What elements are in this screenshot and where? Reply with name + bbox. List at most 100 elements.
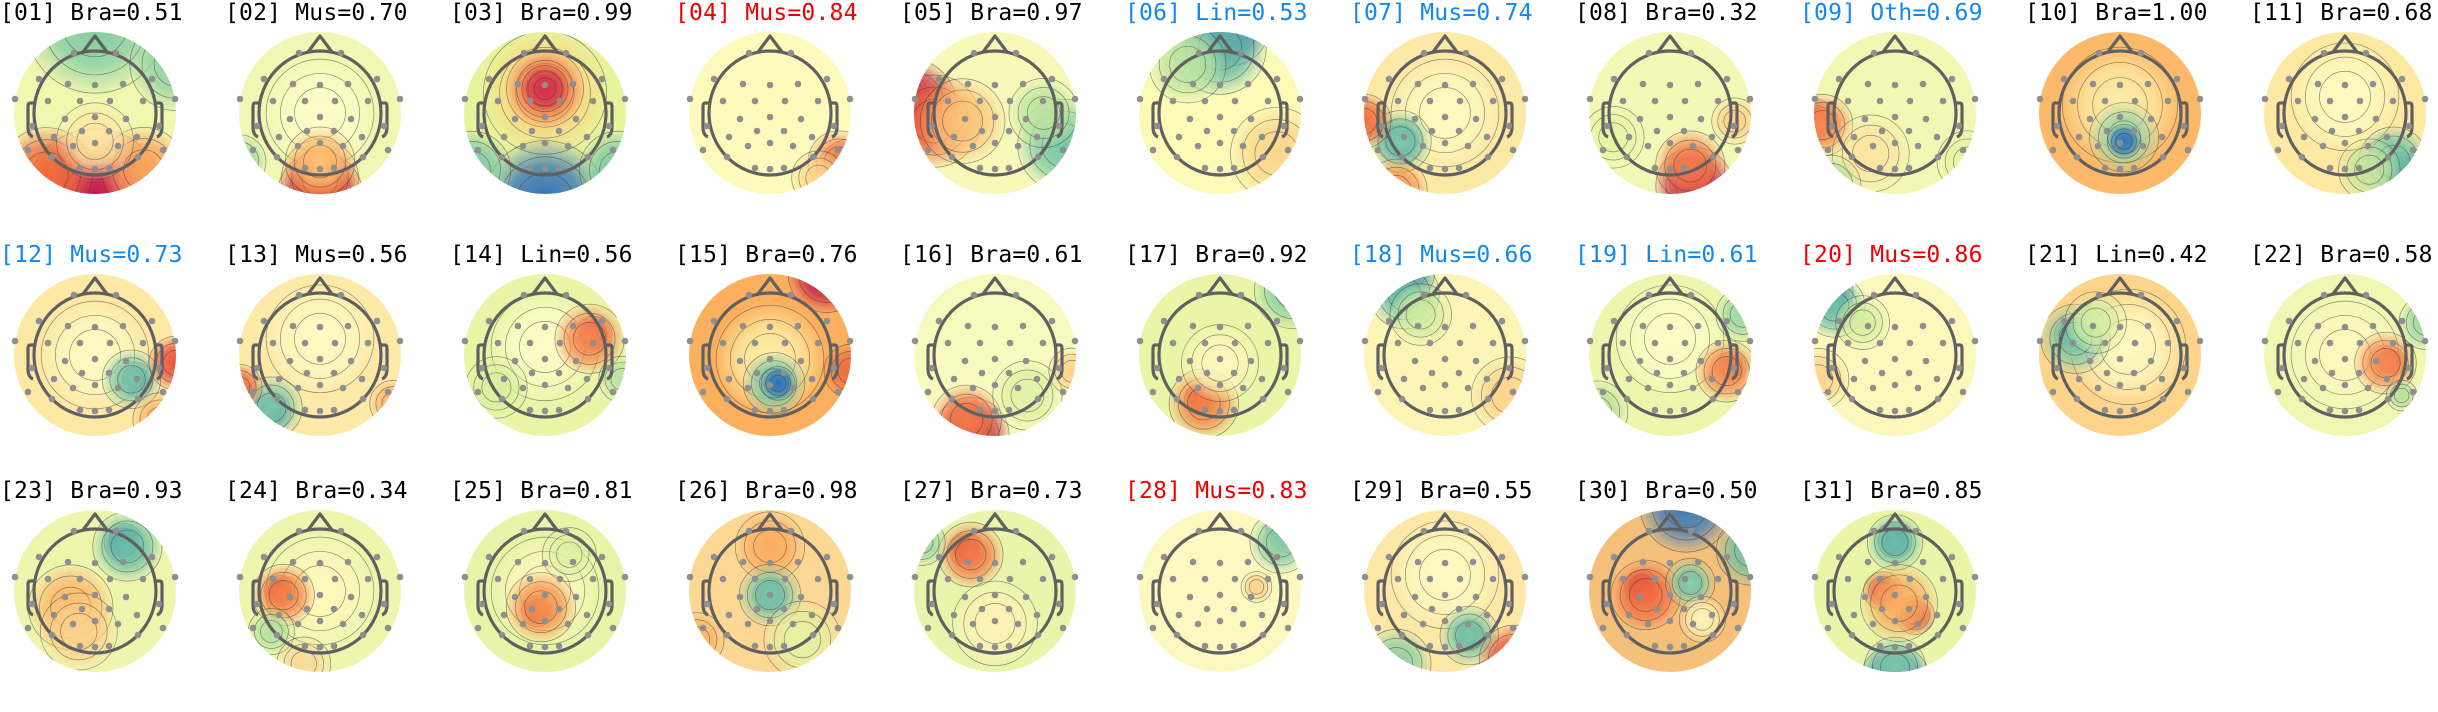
topomap-panel: [30] Bra=0.50 — [1575, 476, 1800, 712]
topomap-panel: [01] Bra=0.51 — [0, 0, 225, 234]
scalp-topomap — [686, 510, 854, 672]
head-outline-icon — [476, 512, 614, 655]
component-label: [09] Oth=0.69 — [1800, 0, 1983, 26]
head-outline-icon — [1376, 34, 1514, 177]
scalp-topomap — [1361, 274, 1529, 436]
component-label: [04] Mus=0.84 — [675, 0, 858, 26]
topomap-panel: [10] Bra=1.00 — [2025, 0, 2250, 234]
scalp-topomap — [11, 32, 179, 194]
head-outline-icon — [2051, 276, 2189, 419]
electrode-markers — [911, 291, 1079, 415]
scalp-topomap — [461, 510, 629, 672]
head-outline-icon — [251, 276, 389, 419]
head-outline-icon — [476, 276, 614, 419]
electrode-markers — [11, 291, 179, 415]
electrode-markers — [11, 49, 179, 173]
component-label: [14] Lin=0.56 — [450, 242, 633, 268]
scalp-topomap — [2261, 274, 2429, 436]
scalp-topomap — [236, 510, 404, 672]
scalp-topomap — [1586, 274, 1754, 436]
scalp-topomap — [236, 274, 404, 436]
potential-field — [14, 32, 176, 194]
head-outline-icon — [926, 276, 1064, 419]
head-outline-icon — [701, 34, 839, 177]
component-label: [19] Lin=0.61 — [1575, 242, 1758, 268]
scalp-topomap — [1361, 32, 1529, 194]
scalp-topomap — [461, 32, 629, 194]
head-outline-icon — [1601, 34, 1739, 177]
electrode-markers — [2261, 49, 2429, 173]
scalp-topomap — [686, 274, 854, 436]
head-outline-icon — [476, 34, 614, 177]
scalp-topomap — [1136, 274, 1304, 436]
topomap-panel: [31] Bra=0.85 — [1800, 476, 2025, 712]
head-outline-icon — [251, 512, 389, 655]
component-label: [30] Bra=0.50 — [1575, 478, 1758, 504]
head-outline-icon — [26, 512, 164, 655]
electrode-markers — [461, 49, 629, 173]
topomap-panel: [07] Mus=0.74 — [1350, 0, 1575, 234]
topomap-panel: [08] Bra=0.32 — [1575, 0, 1800, 234]
topomap-panel: [19] Lin=0.61 — [1575, 240, 1800, 476]
topomap-panel: [15] Bra=0.76 — [675, 240, 900, 476]
topomap-panel: [18] Mus=0.66 — [1350, 240, 1575, 476]
topomap-panel: [12] Mus=0.73 — [0, 240, 225, 476]
electrode-markers — [1811, 527, 1979, 651]
electrode-markers — [1136, 291, 1304, 415]
electrode-markers — [2036, 291, 2204, 415]
electrode-markers — [1361, 527, 1529, 651]
topomap-panel: [20] Mus=0.86 — [1800, 240, 2025, 476]
component-label: [06] Lin=0.53 — [1125, 0, 1308, 26]
electrode-markers — [1361, 49, 1529, 173]
component-label: [03] Bra=0.99 — [450, 0, 633, 26]
scalp-topomap — [2261, 32, 2429, 194]
electrode-markers — [1136, 49, 1304, 173]
scalp-topomap — [911, 32, 1079, 194]
scalp-topomap — [2036, 274, 2204, 436]
electrode-markers — [1361, 291, 1529, 415]
component-label: [15] Bra=0.76 — [675, 242, 858, 268]
scalp-topomap — [1136, 510, 1304, 672]
head-outline-icon — [2276, 276, 2414, 419]
head-outline-icon — [251, 34, 389, 177]
head-outline-icon — [26, 34, 164, 177]
head-outline-icon — [1826, 34, 1964, 177]
topomap-panel: [03] Bra=0.99 — [450, 0, 675, 234]
topomap-panel: [25] Bra=0.81 — [450, 476, 675, 712]
component-label: [29] Bra=0.55 — [1350, 478, 1533, 504]
scalp-topomap — [11, 274, 179, 436]
electrode-markers — [236, 527, 404, 651]
electrode-markers — [686, 291, 854, 415]
electrode-markers — [911, 49, 1079, 173]
component-label: [21] Lin=0.42 — [2025, 242, 2208, 268]
scalp-topomap — [911, 274, 1079, 436]
topomap-panel: [04] Mus=0.84 — [675, 0, 900, 234]
electrode-markers — [1811, 49, 1979, 173]
electrode-markers — [461, 527, 629, 651]
scalp-topomap — [1811, 32, 1979, 194]
head-outline-icon — [1601, 276, 1739, 419]
topomap-panel: [28] Mus=0.83 — [1125, 476, 1350, 712]
head-outline-icon — [1601, 512, 1739, 655]
component-label: [13] Mus=0.56 — [225, 242, 408, 268]
component-label: [20] Mus=0.86 — [1800, 242, 1983, 268]
electrode-markers — [2261, 291, 2429, 415]
component-label: [28] Mus=0.83 — [1125, 478, 1308, 504]
topomap-panel: [06] Lin=0.53 — [1125, 0, 1350, 234]
topomap-panel: [02] Mus=0.70 — [225, 0, 450, 234]
electrode-markers — [236, 49, 404, 173]
head-outline-icon — [1151, 34, 1289, 177]
topomap-panel: [17] Bra=0.92 — [1125, 240, 1350, 476]
head-outline-icon — [2276, 34, 2414, 177]
component-label: [16] Bra=0.61 — [900, 242, 1083, 268]
potential-field — [1814, 32, 1976, 194]
head-outline-icon — [1151, 276, 1289, 419]
scalp-topomap — [11, 510, 179, 672]
electrode-markers — [686, 527, 854, 651]
topomap-panel: [16] Bra=0.61 — [900, 240, 1125, 476]
potential-field — [689, 32, 851, 194]
scalp-topomap — [1811, 510, 1979, 672]
scalp-topomap — [911, 510, 1079, 672]
electrode-markers — [2036, 49, 2204, 173]
component-label: [02] Mus=0.70 — [225, 0, 408, 26]
